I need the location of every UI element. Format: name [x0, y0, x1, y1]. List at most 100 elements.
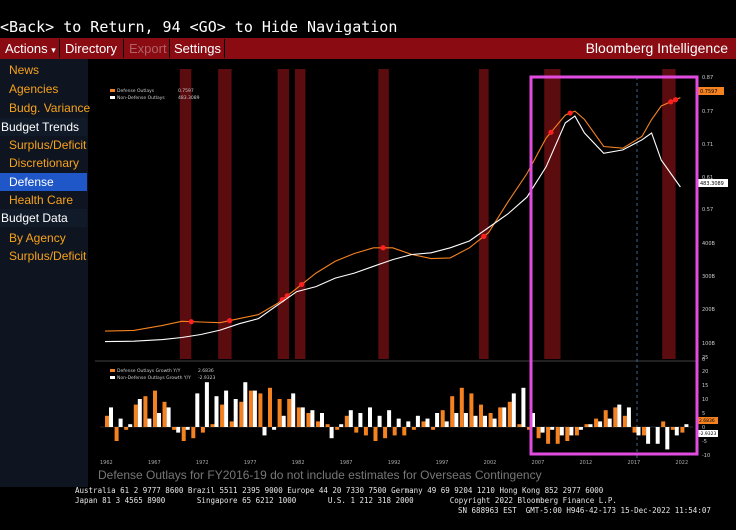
x-tick-label: 2022 [675, 460, 688, 466]
non-defense-growth-bar [626, 407, 631, 427]
defense-growth-bar [200, 427, 205, 433]
non-defense-growth-bar [224, 390, 229, 427]
non-defense-growth-bar [329, 427, 334, 439]
menu-divider [169, 39, 170, 58]
top-y-tick-label: 100B [702, 341, 716, 347]
recession-band [294, 69, 306, 359]
command-line[interactable]: <Back> to Return, 94 <GO> to Hide Naviga… [0, 18, 398, 36]
x-tick-label: 2017 [627, 460, 640, 466]
non-defense-growth-bar [588, 424, 593, 427]
defense-growth-bar [431, 427, 436, 430]
top-y-tick-label: 0.71 [702, 142, 713, 148]
menu-divider [224, 39, 225, 58]
top-legend-value: 0.7597 [178, 88, 194, 94]
non-defense-growth-bar [300, 407, 305, 427]
sidebar-item-agencies[interactable]: Agencies [9, 82, 59, 96]
defense-growth-bar [402, 427, 407, 436]
non-defense-last-value-tag [698, 179, 728, 187]
actions-menu[interactable]: Actions ▾ [5, 38, 56, 59]
x-tick-label: 1972 [196, 460, 209, 466]
defense-growth-bar [133, 404, 138, 427]
x-tick-label: 1982 [292, 460, 305, 466]
non-defense-growth-bar [569, 427, 574, 436]
defense-growth-bar [594, 418, 599, 427]
defense-growth-bar [536, 427, 541, 439]
non-defense-growth-bar [665, 427, 670, 450]
non-defense-growth-bar [262, 427, 267, 436]
non-defense-growth-bar [502, 407, 507, 427]
defense-growth-bar [229, 421, 234, 427]
defense-growth-bar [373, 427, 378, 441]
defense-growth-bar [363, 427, 368, 436]
bottom-legend-swatch [110, 369, 115, 372]
non-defense-growth-bar [674, 427, 679, 436]
non-defense-growth-bar [473, 415, 478, 427]
non-defense-growth-bar [320, 413, 324, 427]
directory-menu[interactable]: Directory [65, 41, 118, 56]
defense-growth-bar [527, 427, 531, 430]
defense-growth-bar [661, 421, 666, 427]
defense-growth-bar [469, 393, 474, 427]
non-defense-growth-bar [684, 424, 689, 427]
x-tick-label: 2007 [532, 460, 545, 466]
non-defense-growth-bar [415, 415, 420, 427]
recession-bands [179, 69, 676, 359]
non-defense-growth-bar [646, 427, 651, 444]
x-tick-label: 1967 [148, 460, 161, 466]
event-marker [380, 245, 386, 251]
non-defense-growth-bar [128, 424, 133, 427]
non-defense-growth-bar [233, 399, 238, 427]
non-defense-growth-bar [387, 410, 392, 427]
bottom-legend-name: Non-Defense Outlays Growth Y/Y [117, 375, 191, 381]
non-defense-growth-bar [607, 418, 612, 427]
footer-line-3: SN 688963 EST GMT-5:00 H946-42-173 15-De… [458, 506, 711, 515]
x-tick-label: 1997 [436, 460, 449, 466]
defense-growth-bar [555, 427, 560, 444]
x-tick-label: 1987 [340, 460, 353, 466]
x-tick-label: 1977 [244, 460, 257, 466]
top-panel-axis: 0.87 0.77 0.71 0.61 0.57 400B 300B 200B 100B 0 0.7… [698, 75, 728, 363]
sidebar-item-surplus-deficit[interactable]: Surplus/Deficit [9, 138, 87, 152]
defense-growth-bar [392, 427, 397, 436]
defense-growth-bar [498, 407, 503, 427]
top-y-tick-label: 300B [702, 274, 716, 280]
non-defense-growth-bar [483, 415, 487, 427]
non-defense-growth-bar [435, 413, 440, 427]
non-defense-growth-bar [655, 427, 660, 444]
top-legend-name: Defense Outlays [117, 88, 155, 94]
sidebar-item-by-agency[interactable]: By Agency [9, 231, 66, 245]
non-defense-growth-bar [214, 396, 219, 427]
sidebar-item-budget-variance[interactable]: Budg. Variance [9, 101, 91, 115]
sidebar-item-discretionary[interactable]: Discretionary [9, 156, 80, 170]
sidebar-item-defense[interactable]: Defense [0, 173, 87, 191]
event-marker [673, 97, 679, 103]
settings-menu[interactable]: Settings [174, 41, 221, 56]
sidebar-item-news[interactable]: News [9, 63, 40, 77]
non-defense-growth-bar [243, 382, 248, 427]
defense-growth-bar [440, 410, 445, 427]
non-defense-growth-bar [598, 421, 603, 427]
defense-last-value-tag [698, 87, 724, 95]
bottom-y-tick-label: -10 [702, 453, 710, 459]
non-defense-growth-bar [454, 413, 459, 427]
recession-band [479, 69, 489, 359]
non-defense-growth-bar [281, 415, 286, 427]
footer: Australia 61 2 9777 8600 Brazil 5511 239… [0, 486, 736, 530]
defense-growth-bar [316, 421, 320, 427]
recession-band [179, 69, 192, 359]
event-marker [188, 319, 194, 325]
non-defense-growth-bar [521, 387, 526, 427]
non-defense-growth-bar [291, 393, 296, 427]
menu-divider [123, 39, 124, 58]
event-marker [567, 110, 573, 116]
non-defense-growth-bar [492, 418, 497, 427]
export-menu[interactable]: Export [129, 41, 167, 56]
sidebar-item-surplus-deficit-data[interactable]: Surplus/Deficit [9, 249, 87, 263]
defense-growth-bar [344, 415, 349, 427]
top-legend-swatch [110, 89, 115, 92]
non-defense-growth-bar [550, 427, 555, 430]
sidebar-item-health-care[interactable]: Health Care [9, 193, 74, 207]
non-defense-growth-bar [310, 410, 315, 427]
defense-growth-bar [268, 387, 272, 427]
non-defense-growth-bar [396, 418, 401, 427]
